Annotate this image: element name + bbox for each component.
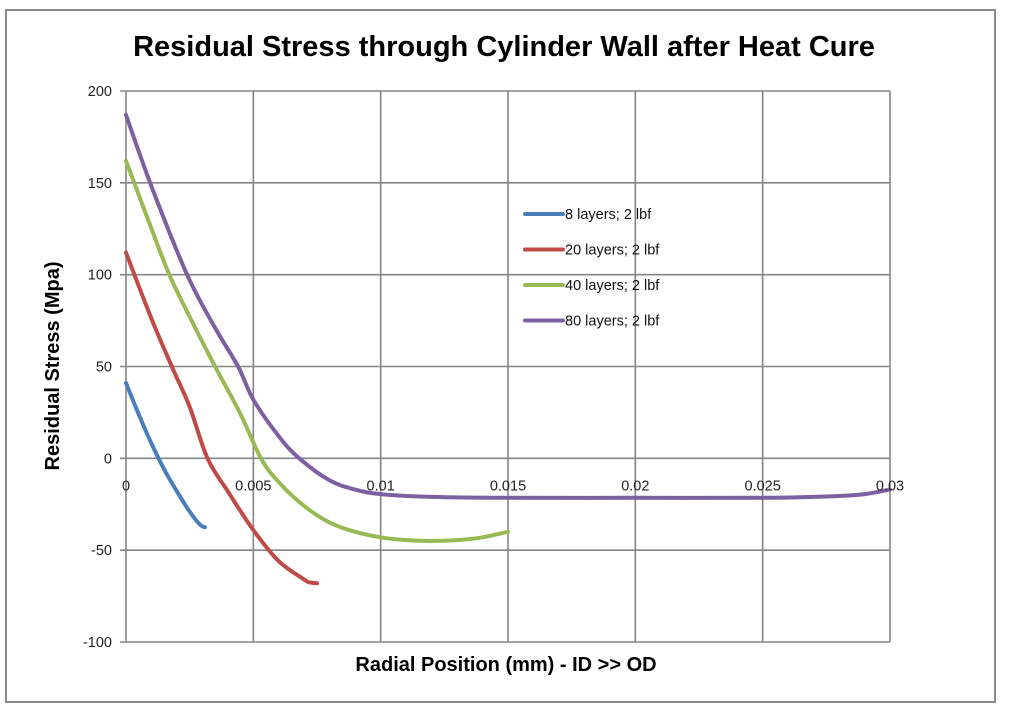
legend: 8 layers; 2 lbf 20 layers; 2 lbf 40 layers… [523,207,660,330]
x-tick-label: 0.03 [876,478,904,494]
x-tick-label: 0.025 [745,478,781,494]
y-tick-label: 50 [96,360,112,376]
y-axis-title: Residual Stress (Mpa) [42,262,64,471]
x-tick-label: 0.01 [367,478,395,494]
y-tick-label: 100 [88,268,112,284]
series-lines [124,112,892,586]
legend-label-8-layers: 8 layers; 2 lbf [565,207,652,223]
series-line-80-layers [124,112,892,500]
y-tick-label: 200 [88,84,112,100]
x-tick-label: 0.005 [235,478,271,494]
series-line-20-layers [124,250,319,586]
y-tick-labels: 200 150 100 50 0 -50 -100 [83,84,112,651]
y-tick-label: 0 [104,451,112,467]
series-line-8-layers [124,381,207,530]
legend-label-80-layers: 80 layers; 2 lbf [565,314,660,330]
x-axis-title: Radial Position (mm) - ID >> OD [355,654,656,676]
y-tick-label: -100 [83,635,112,651]
gridlines [120,90,891,643]
y-tick-label: -50 [91,543,112,559]
legend-label-40-layers: 40 layers; 2 lbf [565,278,660,294]
chart-title: Residual Stress through Cylinder Wall af… [133,31,875,63]
x-tick-labels: 0 0.005 0.01 0.015 0.02 0.025 0.03 [122,478,904,494]
x-tick-label: 0.015 [490,478,526,494]
x-tick-label: 0 [122,478,130,494]
series-line-40-layers [124,158,510,543]
x-tick-label: 0.02 [621,478,649,494]
y-tick-label: 150 [88,176,112,192]
legend-label-20-layers: 20 layers; 2 lbf [565,243,660,259]
chart-frame [5,9,996,703]
